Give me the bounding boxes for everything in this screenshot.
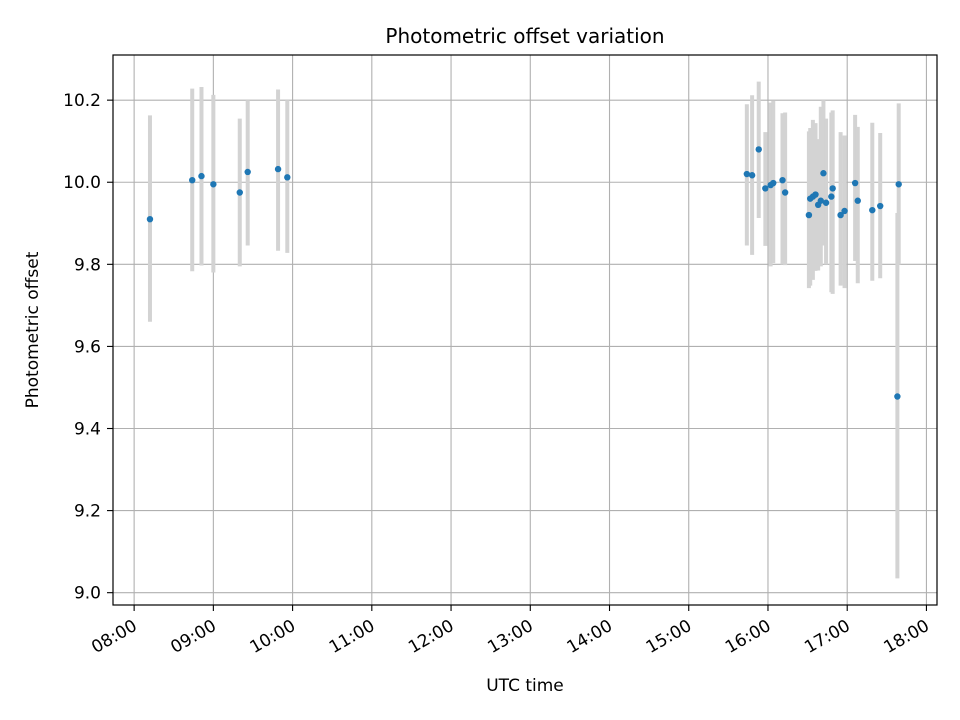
data-point xyxy=(869,206,876,214)
data-point xyxy=(812,191,819,198)
y-tick-label: 9.8 xyxy=(74,255,101,275)
y-tick-label: 10.0 xyxy=(63,173,101,193)
data-point xyxy=(274,165,282,173)
data-point xyxy=(146,215,154,223)
data-point xyxy=(841,207,848,215)
data-point xyxy=(781,189,789,196)
data-point xyxy=(779,176,786,184)
data-point xyxy=(189,176,196,184)
chart-title: Photometric offset variation xyxy=(385,24,664,48)
data-points xyxy=(146,146,902,400)
data-point xyxy=(828,193,835,200)
data-point xyxy=(244,168,251,176)
data-point xyxy=(837,211,844,219)
y-tick-label: 10.2 xyxy=(63,91,101,111)
data-point xyxy=(829,185,836,192)
data-point xyxy=(770,179,777,187)
data-point xyxy=(284,174,291,181)
data-point xyxy=(805,211,813,219)
x-axis-label: UTC time xyxy=(486,676,564,696)
y-tick-label: 9.6 xyxy=(74,337,101,357)
data-point xyxy=(748,172,756,179)
y-tick-label: 9.0 xyxy=(74,584,101,604)
data-point xyxy=(851,179,859,187)
data-point xyxy=(822,199,830,206)
y-axis-label: Photometric offset xyxy=(23,251,43,408)
data-point xyxy=(755,146,762,153)
gridlines xyxy=(113,55,937,605)
data-point xyxy=(236,189,243,196)
plot-area xyxy=(113,55,937,605)
data-point xyxy=(820,170,827,177)
y-tick-label: 9.2 xyxy=(74,502,101,522)
data-point xyxy=(210,181,217,188)
plot-frame xyxy=(112,54,938,606)
data-point xyxy=(198,172,205,180)
data-point xyxy=(762,185,769,192)
y-axis-ticks: 9.0 9.2 9.4 9.6 9.8 10.0 10.2 xyxy=(63,91,113,604)
data-point xyxy=(877,202,884,210)
data-point-outlier xyxy=(894,393,901,400)
data-point xyxy=(895,181,902,188)
data-point xyxy=(817,197,824,204)
y-tick-label: 9.4 xyxy=(74,420,101,440)
data-point xyxy=(854,197,861,204)
data-point xyxy=(743,170,751,178)
